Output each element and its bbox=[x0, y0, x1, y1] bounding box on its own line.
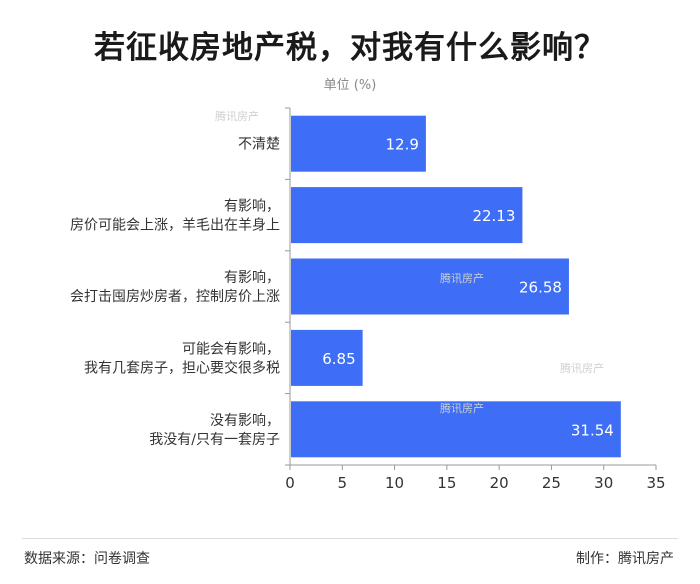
x-tick-label: 35 bbox=[646, 474, 665, 492]
bar-value-label: 6.85 bbox=[322, 350, 355, 368]
x-tick-label: 15 bbox=[437, 474, 456, 492]
x-tick-label: 10 bbox=[385, 474, 404, 492]
bar-value-label: 31.54 bbox=[571, 421, 614, 439]
category-label: 有影响， bbox=[224, 199, 280, 215]
bar bbox=[291, 329, 363, 386]
credit: 制作：腾讯房产 bbox=[576, 551, 674, 567]
x-tick-label: 25 bbox=[542, 474, 561, 492]
unit-label: 单位 (%) bbox=[323, 78, 377, 93]
bar-value-label: 26.58 bbox=[519, 279, 562, 297]
watermark: 腾讯房产 bbox=[440, 272, 484, 285]
footer-divider bbox=[22, 538, 678, 539]
bar bbox=[291, 187, 523, 244]
chart-title: 若征收房地产税，对我有什么影响？ bbox=[94, 30, 606, 66]
bar bbox=[291, 258, 569, 315]
category-label: 不清楚 bbox=[238, 137, 280, 153]
category-label: 可能会有影响， bbox=[182, 341, 280, 357]
x-tick-label: 30 bbox=[594, 474, 613, 492]
bar-value-label: 22.13 bbox=[472, 207, 515, 225]
x-tick-label: 20 bbox=[490, 474, 509, 492]
category-label: 房价可能会上涨，羊毛出在羊身上 bbox=[70, 218, 280, 234]
watermark: 腾讯房产 bbox=[440, 402, 484, 415]
x-tick-label: 0 bbox=[285, 474, 295, 492]
bar-value-label: 12.9 bbox=[385, 136, 418, 154]
category-label: 有影响， bbox=[224, 270, 280, 286]
data-source: 数据来源：问卷调查 bbox=[24, 551, 150, 567]
category-label: 会打击囤房炒房者，控制房价上涨 bbox=[70, 288, 280, 305]
x-tick-label: 5 bbox=[338, 474, 348, 492]
category-label: 没有影响， bbox=[210, 413, 280, 429]
bar bbox=[291, 115, 426, 172]
bar bbox=[291, 401, 621, 458]
category-label: 我有几套房子，担心要交很多税 bbox=[84, 359, 280, 376]
watermark: 腾讯房产 bbox=[215, 110, 259, 123]
watermark: 腾讯房产 bbox=[560, 362, 604, 375]
category-label: 我没有/只有一套房子 bbox=[149, 432, 280, 448]
